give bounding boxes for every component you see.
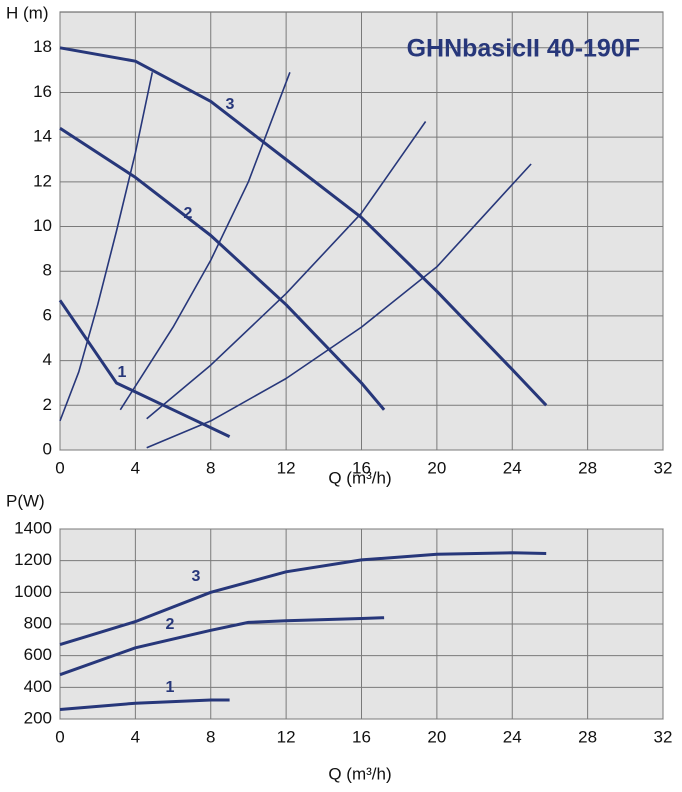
y-tick-label: 18 bbox=[33, 37, 52, 56]
x-tick-label: 12 bbox=[277, 458, 296, 477]
x-tick-label: 12 bbox=[277, 727, 296, 746]
x-tick-label: 24 bbox=[503, 458, 522, 477]
y-tick-label: 200 bbox=[24, 708, 52, 727]
y-axis-label: P(W) bbox=[6, 491, 45, 510]
y-tick-label: 800 bbox=[24, 613, 52, 632]
y-axis-label: H (m) bbox=[6, 3, 48, 22]
y-tick-label: 1200 bbox=[14, 550, 52, 569]
x-tick-label: 8 bbox=[206, 727, 215, 746]
pump-curve bbox=[59, 616, 385, 677]
y-tick-label: 14 bbox=[33, 127, 52, 146]
x-tick-label: 4 bbox=[131, 727, 140, 746]
x-tick-label: 16 bbox=[352, 727, 371, 746]
x-tick-label: 28 bbox=[578, 458, 597, 477]
pump-curve bbox=[59, 551, 547, 647]
x-axis-label: Q (m³/h) bbox=[328, 764, 391, 783]
x-tick-label: 20 bbox=[427, 458, 446, 477]
y-tick-label: 400 bbox=[24, 677, 52, 696]
y-tick-label: 6 bbox=[43, 305, 52, 324]
pump-curve bbox=[59, 126, 386, 411]
x-tick-label: 20 bbox=[427, 727, 446, 746]
x-tick-label: 16 bbox=[352, 458, 371, 477]
y-tick-label: 0 bbox=[43, 439, 52, 458]
y-tick-label: 12 bbox=[33, 171, 52, 190]
x-tick-label: 32 bbox=[654, 458, 673, 477]
curve-label: 1 bbox=[118, 364, 127, 381]
y-tick-label: 1400 bbox=[14, 518, 52, 537]
x-axis-label: Q (m³/h) bbox=[328, 468, 391, 487]
curve-label: 3 bbox=[226, 96, 235, 113]
system-curve bbox=[59, 72, 154, 422]
curve-label: 2 bbox=[166, 616, 175, 633]
x-tick-label: 32 bbox=[654, 727, 673, 746]
y-tick-label: 4 bbox=[43, 350, 52, 369]
curve-label: 2 bbox=[184, 205, 193, 222]
x-tick-label: 8 bbox=[206, 458, 215, 477]
y-tick-label: 8 bbox=[43, 261, 52, 280]
system-curve bbox=[119, 72, 291, 411]
pump-curve bbox=[58, 299, 231, 438]
pump-curve bbox=[59, 698, 230, 711]
x-tick-label: 28 bbox=[578, 727, 597, 746]
curve-label: 1 bbox=[166, 679, 175, 696]
x-tick-label: 24 bbox=[503, 727, 522, 746]
chart-title: GHNbasicII 40-190F bbox=[407, 35, 640, 63]
y-tick-label: 2 bbox=[43, 395, 52, 414]
x-tick-label: 4 bbox=[131, 458, 140, 477]
pump-curve bbox=[59, 46, 548, 407]
y-tick-label: 600 bbox=[24, 645, 52, 664]
y-tick-label: 1000 bbox=[14, 582, 52, 601]
system-curve bbox=[146, 163, 532, 449]
curve-label: 3 bbox=[192, 568, 201, 585]
x-tick-label: 0 bbox=[55, 727, 64, 746]
y-tick-label: 10 bbox=[33, 216, 52, 235]
x-tick-label: 0 bbox=[55, 458, 64, 477]
system-curve bbox=[146, 121, 427, 420]
y-tick-label: 16 bbox=[33, 82, 52, 101]
